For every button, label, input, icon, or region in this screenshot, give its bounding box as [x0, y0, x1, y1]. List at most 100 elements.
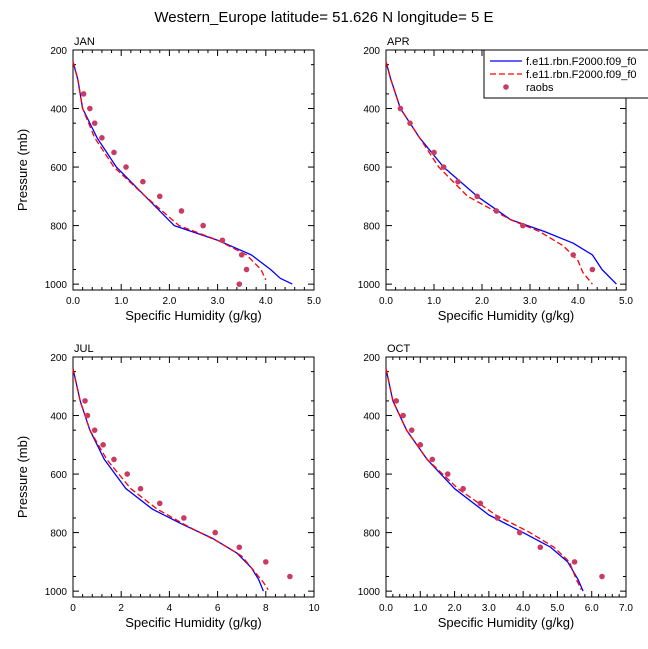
- raobs-point: [571, 559, 578, 565]
- raobs-point: [407, 120, 413, 126]
- raobs-point: [111, 149, 117, 156]
- y-tick-label: 200: [363, 353, 380, 364]
- series-line-model-1: [385, 61, 617, 285]
- raobs-point: [263, 559, 269, 565]
- raobs-point: [408, 427, 415, 433]
- x-tick-label: 8: [263, 603, 269, 614]
- x-tick-label: 4: [167, 603, 173, 614]
- x-axis-label: Specific Humidity (g/kg): [125, 615, 262, 630]
- raobs-point: [178, 208, 185, 214]
- raobs-point: [140, 178, 146, 185]
- raobs-point: [431, 149, 437, 156]
- raobs-point: [80, 91, 87, 97]
- legend-entry-label: f.e11.rbn.F2000.f09_f0: [526, 56, 637, 68]
- y-axis-label: Pressure (mb): [15, 129, 30, 211]
- y-tick-label: 200: [50, 353, 67, 364]
- raobs-point: [570, 252, 576, 258]
- x-tick-label: 3.0: [482, 603, 496, 614]
- raobs-point: [91, 427, 98, 433]
- x-tick-label: 1.0: [413, 603, 427, 614]
- raobs-point: [287, 573, 293, 580]
- raobs-point: [455, 178, 461, 185]
- raobs-point: [429, 456, 436, 463]
- x-tick-label: 4.0: [571, 296, 585, 307]
- raobs-point: [516, 529, 523, 536]
- raobs-point: [219, 237, 226, 244]
- panel-label: APR: [387, 36, 410, 48]
- raobs-point: [393, 398, 400, 404]
- y-tick-label: 200: [363, 46, 380, 57]
- x-tick-label: 7.0: [619, 603, 633, 614]
- raobs-point: [236, 544, 243, 551]
- y-tick-label: 800: [363, 222, 380, 233]
- x-tick-label: 3.0: [523, 296, 537, 307]
- y-axis-label: Pressure (mb): [15, 436, 30, 518]
- series-line-model-2: [385, 61, 593, 285]
- raobs-point: [123, 164, 129, 170]
- raobs-point: [520, 222, 526, 229]
- raobs-point: [460, 485, 466, 492]
- x-axis-label: Specific Humidity (g/kg): [438, 615, 575, 630]
- x-tick-label: 6: [215, 603, 221, 614]
- raobs-point: [599, 573, 605, 580]
- x-tick-label: 5.0: [307, 296, 321, 307]
- x-tick-label: 6.0: [585, 603, 599, 614]
- y-tick-label: 400: [50, 105, 67, 116]
- raobs-point: [99, 135, 105, 141]
- x-axis-label: Specific Humidity (g/kg): [125, 308, 262, 323]
- panel-label: JAN: [74, 36, 95, 48]
- raobs-point: [156, 193, 163, 200]
- panel-jan: JAN 0.0 1.0 2.0 3.0 4.0 5.0 200 400 600 800 1000 Spe…: [15, 36, 321, 323]
- raobs-point: [212, 529, 218, 536]
- raobs-point: [537, 544, 544, 551]
- plot-frame: [385, 356, 627, 598]
- legend-marker: [503, 84, 509, 90]
- raobs-point: [494, 515, 501, 521]
- panel-jul: JUL 0 2 4 6 8 10 200 400 600 800 1000 Specific Humid…: [15, 343, 320, 630]
- series-line-model-2: [72, 61, 267, 281]
- x-tick-label: 0.0: [66, 296, 80, 307]
- x-axis-label: Specific Humidity (g/kg): [438, 308, 575, 323]
- panel-label: JUL: [74, 343, 94, 355]
- x-tick-label: 0.0: [379, 603, 393, 614]
- raobs-point: [87, 105, 93, 112]
- legend-entry-label: f.e11.rbn.F2000.f09_f0: [526, 69, 637, 81]
- raobs-point: [444, 471, 451, 477]
- raobs-point: [200, 222, 206, 229]
- y-tick-label: 400: [50, 412, 67, 423]
- y-tick-label: 600: [50, 470, 67, 481]
- y-tick-label: 800: [50, 529, 67, 540]
- series-line-model-1: [385, 368, 584, 592]
- series-line-model-1: [72, 368, 265, 592]
- plot-frame: [72, 356, 315, 598]
- raobs-point: [238, 252, 245, 258]
- panels-group: JAN 0.0 1.0 2.0 3.0 4.0 5.0 200 400 600 800 1000 Spe…: [15, 36, 633, 630]
- x-tick-label: 5.0: [550, 603, 564, 614]
- series-line-model-1: [72, 61, 293, 285]
- x-tick-label: 3.0: [211, 296, 225, 307]
- y-tick-label: 800: [363, 529, 380, 540]
- raobs-point: [82, 398, 88, 404]
- raobs-point: [111, 456, 117, 463]
- y-tick-label: 400: [363, 412, 380, 423]
- figure-title: Western_Europe latitude= 51.626 N longit…: [154, 9, 493, 26]
- x-tick-label: 2: [118, 603, 124, 614]
- legend: f.e11.rbn.F2000.f09_f0f.e11.rbn.F2000.f0…: [483, 49, 648, 99]
- raobs-point: [84, 412, 91, 419]
- series-line-model-2: [385, 368, 582, 590]
- plot-frame: [72, 49, 315, 291]
- y-tick-label: 200: [50, 46, 67, 57]
- x-tick-label: 2.0: [475, 296, 489, 307]
- series-line-model-2: [72, 368, 269, 591]
- panel-apr: APR 0.0 1.0 2.0 3.0 4.0 5.0 200 400 600 800 1000 Spe…: [358, 36, 634, 323]
- x-tick-label: 10: [308, 603, 320, 614]
- x-tick-label: 1.0: [114, 296, 128, 307]
- raobs-point: [137, 485, 144, 492]
- raobs-point: [236, 281, 243, 287]
- raobs-point: [417, 442, 424, 448]
- raobs-point: [397, 105, 404, 112]
- raobs-point: [181, 515, 187, 521]
- raobs-point: [589, 266, 596, 273]
- raobs-point: [400, 412, 406, 419]
